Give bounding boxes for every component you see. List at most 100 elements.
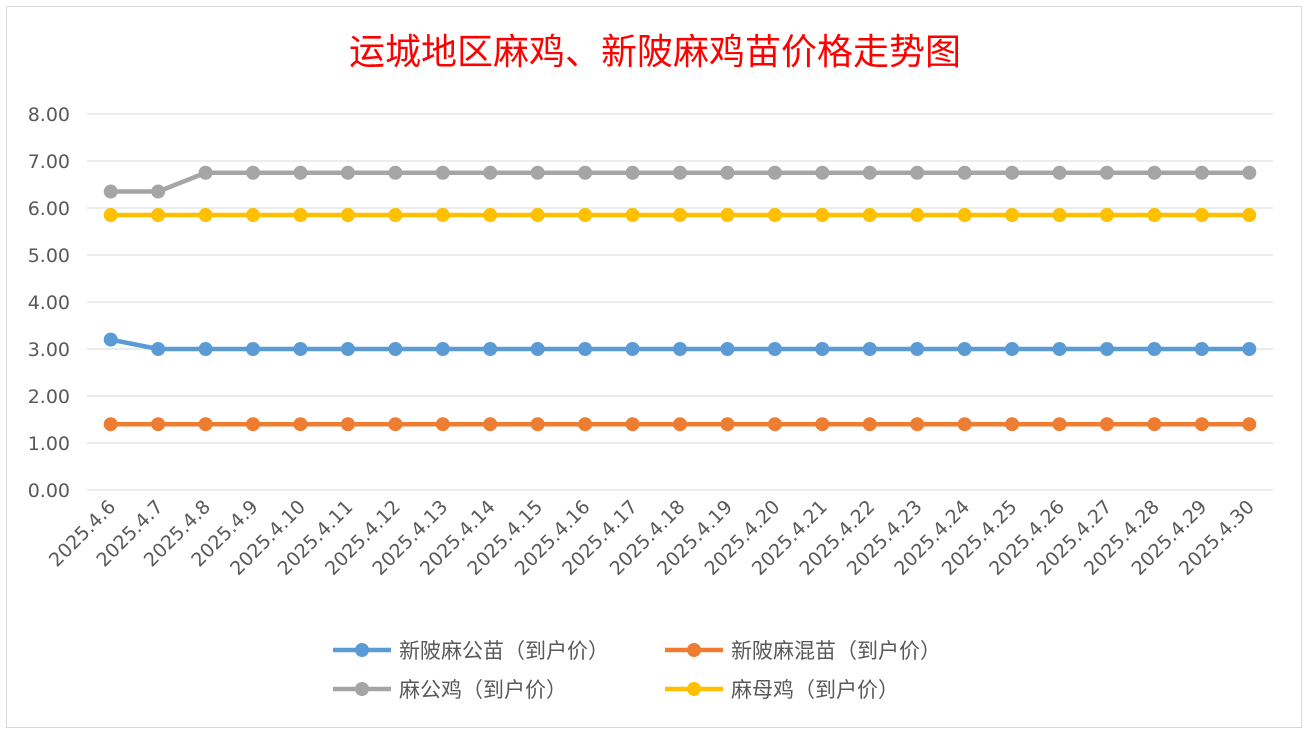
data-point [720,417,735,432]
data-point [862,208,877,223]
chart-title: 运城地区麻鸡、新陂麻鸡苗价格走势图 [349,32,961,73]
legend-swatch-marker [355,643,369,657]
series-2 [103,417,1257,432]
y-tick-label: 8.00 [28,104,70,126]
data-point [862,165,877,180]
data-point [1005,208,1020,223]
data-point [767,165,782,180]
data-point [1005,342,1020,356]
data-point [578,208,593,223]
data-point [388,342,403,356]
data-point [151,342,166,356]
data-point [340,342,355,356]
data-point [957,165,972,180]
data-point [862,417,877,432]
data-point [910,208,925,223]
data-point [103,417,118,432]
data-point [340,165,355,180]
data-point [198,417,213,432]
data-point [910,417,925,432]
data-point [957,208,972,223]
y-tick-label: 4.00 [28,292,70,314]
data-point [1052,342,1067,356]
y-tick-label: 3.00 [28,339,70,361]
legend-swatch-marker [355,682,369,696]
data-point [1194,417,1209,432]
data-point [625,165,640,180]
data-point [862,342,877,356]
legend-item: 麻公鸡（到户价） [333,678,567,702]
data-point [388,417,403,432]
data-point [103,184,118,199]
data-point [673,417,687,432]
data-point [815,208,830,223]
data-point [293,342,308,356]
y-tick-label: 1.00 [28,433,70,455]
data-point [1052,208,1067,223]
data-point [1005,417,1020,432]
legend-label: 麻公鸡（到户价） [399,678,567,702]
data-point [388,165,403,180]
data-point [1005,165,1020,180]
data-point [767,417,782,432]
data-point [1099,208,1114,223]
data-point [530,165,545,180]
data-point [910,342,925,356]
data-point [483,417,498,432]
y-tick-label: 7.00 [28,151,70,173]
legend-item: 新陂麻混苗（到户价） [665,639,941,663]
data-point [578,417,593,432]
data-point [957,417,972,432]
data-point [151,417,166,432]
data-point [340,417,355,432]
data-point [1194,165,1209,180]
data-point [483,165,498,180]
data-point [720,342,735,356]
y-tick-label: 6.00 [28,198,70,220]
data-point [815,417,830,432]
data-point [246,165,261,180]
y-tick-label: 5.00 [28,245,70,267]
data-point [151,184,166,199]
legend-label: 新陂麻公苗（到户价） [399,639,609,663]
data-point [246,342,261,356]
legend-label: 麻母鸡（到户价） [731,678,899,702]
data-point [815,165,830,180]
data-point [1194,342,1209,356]
data-point [767,342,782,356]
legend-item: 新陂麻公苗（到户价） [333,639,609,663]
legend-swatch-marker [687,682,701,696]
data-point [625,208,640,223]
data-point [198,208,213,223]
legend-swatch-marker [687,643,701,657]
data-point [1099,417,1114,432]
data-point [1242,342,1257,356]
data-point [530,417,545,432]
data-point [103,208,118,223]
data-point [435,417,450,432]
series-1 [103,332,1257,356]
data-point [435,165,450,180]
data-point [483,208,498,223]
y-axis-ticks: 0.00 1.00 2.00 3.00 4.00 5.00 6.00 7.00 8.00 [28,104,70,502]
data-point [1099,165,1114,180]
legend: 新陂麻公苗（到户价） 新陂麻混苗（到户价） 麻公鸡（到户价） 麻母鸡（到户价） [333,639,941,702]
gridlines [87,113,1273,491]
data-point [1052,417,1067,432]
data-point [103,332,118,347]
series-4 [103,208,1257,223]
data-point [1242,208,1257,223]
data-point [293,165,308,180]
data-point [293,208,308,223]
data-point [767,208,782,223]
data-point [340,208,355,223]
data-point [388,208,403,223]
legend-item: 麻母鸡（到户价） [665,678,899,702]
data-point [1147,417,1162,432]
data-point [1147,208,1162,223]
data-point [435,208,450,223]
data-point [1147,165,1162,180]
series-layer [103,165,1257,432]
data-point [1099,342,1114,356]
